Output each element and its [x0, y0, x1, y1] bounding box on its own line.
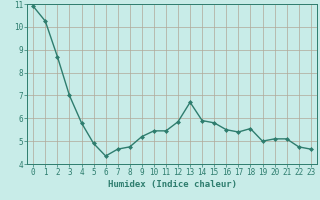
- X-axis label: Humidex (Indice chaleur): Humidex (Indice chaleur): [108, 180, 236, 189]
